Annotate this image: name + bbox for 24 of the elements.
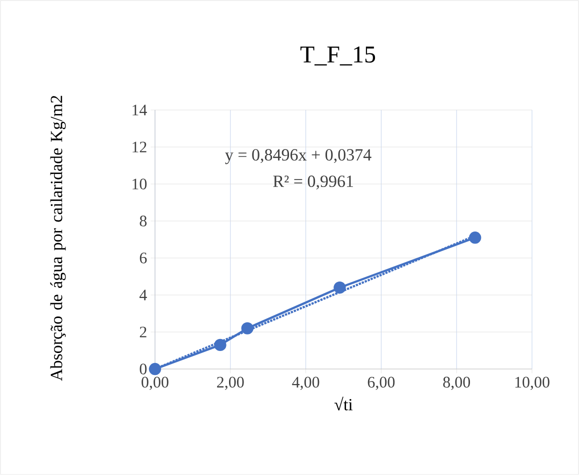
- point: [214, 338, 226, 352]
- point: [241, 322, 254, 334]
- point: [334, 282, 346, 294]
- y-axis-title: Absorção de água por cailaridade Kg/m2: [50, 96, 66, 381]
- point: [468, 232, 482, 244]
- y-tick-label: 6: [140, 252, 147, 264]
- y-tick-label: 0: [140, 364, 147, 374]
- y-tick-label: 4: [140, 290, 147, 300]
- y-tick-label: 12: [132, 142, 146, 152]
- x-axis-title: √ti: [334, 396, 353, 410]
- y-tick-label: 2: [140, 326, 146, 338]
- y-tick-label: 10: [132, 178, 147, 190]
- y-tick-label: 14: [132, 104, 147, 116]
- x-tick-label: 2,00: [217, 376, 244, 390]
- x-tick-label: 6,00: [368, 376, 395, 390]
- x-tick-label: 0,00: [142, 376, 168, 390]
- x-tick-label: 4,00: [292, 376, 320, 390]
- annotation: y = 0,8496x + 0,0374: [225, 149, 372, 164]
- annotation: R² = 0,9961: [273, 176, 353, 190]
- x-tick-label: 8,00: [443, 376, 470, 390]
- x-tick-label: 10,00: [515, 376, 550, 390]
- y-tick-label: 8: [140, 216, 147, 226]
- chart-title: T_F_15: [300, 46, 376, 66]
- point: [148, 362, 162, 376]
